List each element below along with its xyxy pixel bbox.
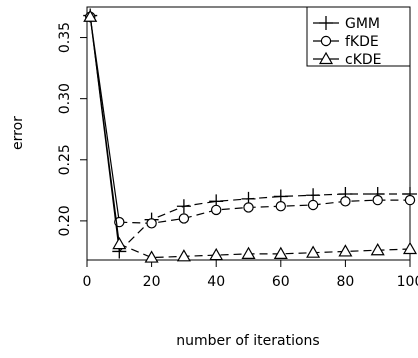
y-axis-label: error	[10, 116, 26, 150]
x-tick-label: 0	[83, 274, 92, 290]
data-point-triangle	[144, 250, 159, 263]
data-point-triangle	[402, 241, 418, 255]
series-ckde	[83, 9, 418, 263]
series-layer	[83, 8, 418, 263]
x-tick-label: 60	[272, 274, 290, 290]
x-tick-label: 80	[336, 274, 354, 290]
data-point-circle	[275, 201, 286, 212]
data-point-circle	[178, 213, 190, 224]
data-point-triangle	[306, 245, 321, 258]
y-axis: 0.20 0.25 0.30 0.35	[57, 22, 88, 236]
data-point-triangle	[112, 236, 127, 250]
x-axis: 0 20 40 60 80 100	[83, 259, 418, 290]
data-point-triangle	[338, 244, 353, 257]
y-tick-label: 0.35	[57, 22, 73, 53]
series-line	[119, 243, 411, 259]
data-point-circle	[307, 199, 319, 211]
legend-label: cKDE	[345, 52, 382, 68]
data-point-circle	[404, 194, 416, 206]
x-axis-label: number of iterations	[176, 333, 319, 349]
data-point-circle	[210, 204, 222, 216]
x-tick-label: 20	[143, 274, 161, 290]
y-tick-label: 0.25	[57, 144, 73, 175]
data-point-plus	[319, 16, 333, 30]
data-point-triangle	[209, 247, 224, 261]
y-tick-label: 0.30	[57, 83, 73, 114]
data-point-plus	[176, 199, 191, 214]
data-point-triangle	[370, 243, 385, 256]
legend-label: GMM	[345, 16, 380, 32]
data-point-triangle	[83, 9, 98, 22]
data-point-triangle	[318, 51, 334, 65]
legend-label: fKDE	[345, 34, 379, 50]
series-line-initial	[89, 16, 120, 245]
series-line	[118, 193, 410, 252]
legend: GMM fKDE cKDE	[306, 6, 411, 68]
data-point-triangle	[273, 246, 288, 259]
data-point-triangle	[176, 249, 191, 262]
data-point-circle	[146, 218, 157, 229]
data-point-circle	[243, 202, 254, 213]
series-line	[119, 199, 410, 224]
data-point-circle	[372, 194, 383, 206]
data-point-circle	[340, 196, 351, 207]
data-point-circle	[320, 35, 332, 47]
y-tick-label: 0.20	[57, 205, 73, 236]
legend-entry-gmm: GMM	[313, 16, 380, 32]
data-point-triangle	[241, 246, 256, 259]
legend-entry-fkde: fKDE	[313, 34, 379, 50]
legend-entry-ckde: cKDE	[313, 51, 382, 68]
x-tick-label: 40	[207, 274, 225, 290]
x-tick-label: 100	[397, 274, 418, 290]
